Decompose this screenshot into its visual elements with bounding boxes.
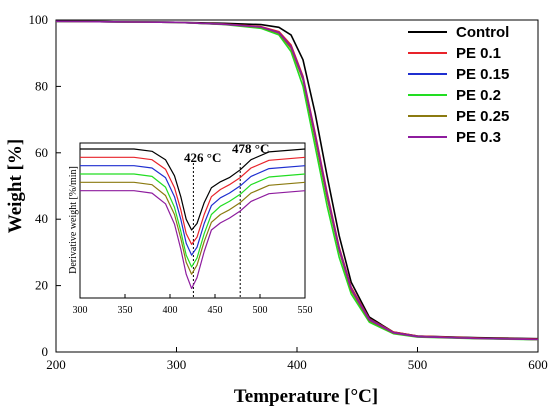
- inset-x-tick-label: 500: [253, 305, 268, 316]
- x-tick-label: 200: [46, 357, 66, 372]
- y-tick-label: 100: [29, 12, 49, 27]
- legend: Control PE 0.1 PE 0.15 PE 0.2 PE 0.25 PE 0.3: [408, 24, 509, 146]
- x-axis-title: Temperature [°C]: [234, 386, 378, 407]
- inset-series-line-1: [80, 148, 306, 231]
- legend-label-pe-0-2: PE 0.2: [456, 87, 501, 104]
- inset-x-tick-label: 400: [163, 305, 178, 316]
- legend-label-pe-0-15: PE 0.15: [456, 66, 509, 83]
- y-tick-label: 60: [35, 145, 48, 160]
- peak-annotation-478: 478 °C: [232, 141, 269, 156]
- x-tick-label: 500: [408, 357, 428, 372]
- inset-series-line-5: [80, 181, 306, 275]
- legend-label-pe-0-25: PE 0.25: [456, 108, 509, 125]
- x-tick-label: 400: [287, 357, 307, 372]
- x-tick-label: 600: [528, 357, 548, 372]
- y-tick-label: 80: [35, 78, 48, 93]
- series-line-pe-0-3: [55, 20, 539, 341]
- main-axes: 200 300 400 500 600 0 20 40 60 80 100: [29, 12, 548, 372]
- main-plot-area: [55, 20, 539, 341]
- inset-series-line-3: [80, 165, 306, 256]
- y-axis-title: Weight [%]: [5, 139, 26, 233]
- inset-series-line-4: [80, 173, 306, 268]
- y-tick-label: 40: [35, 211, 48, 226]
- inset-series-line-2: [80, 156, 306, 245]
- legend-label-pe-0-3: PE 0.3: [456, 129, 501, 146]
- legend-label-pe-0-1: PE 0.1: [456, 45, 501, 62]
- inset-x-tick-label: 550: [298, 305, 313, 316]
- x-tick-label: 300: [167, 357, 187, 372]
- y-tick-label: 0: [42, 344, 49, 359]
- inset-x-tick-label: 300: [73, 305, 88, 316]
- inset-x-tick-label: 450: [208, 305, 223, 316]
- inset-series-line-6: [80, 190, 306, 290]
- inset-y-axis-title: Derivative weight [%/min]: [68, 166, 79, 274]
- y-tick-label: 20: [35, 278, 48, 293]
- inset-chart: 300 350 400 450 500 550 426 °C 478 °C Derivative…: [68, 141, 313, 316]
- inset-x-tick-label: 350: [118, 305, 133, 316]
- peak-annotation-426: 426 °C: [184, 150, 221, 165]
- legend-label-control: Control: [456, 24, 509, 41]
